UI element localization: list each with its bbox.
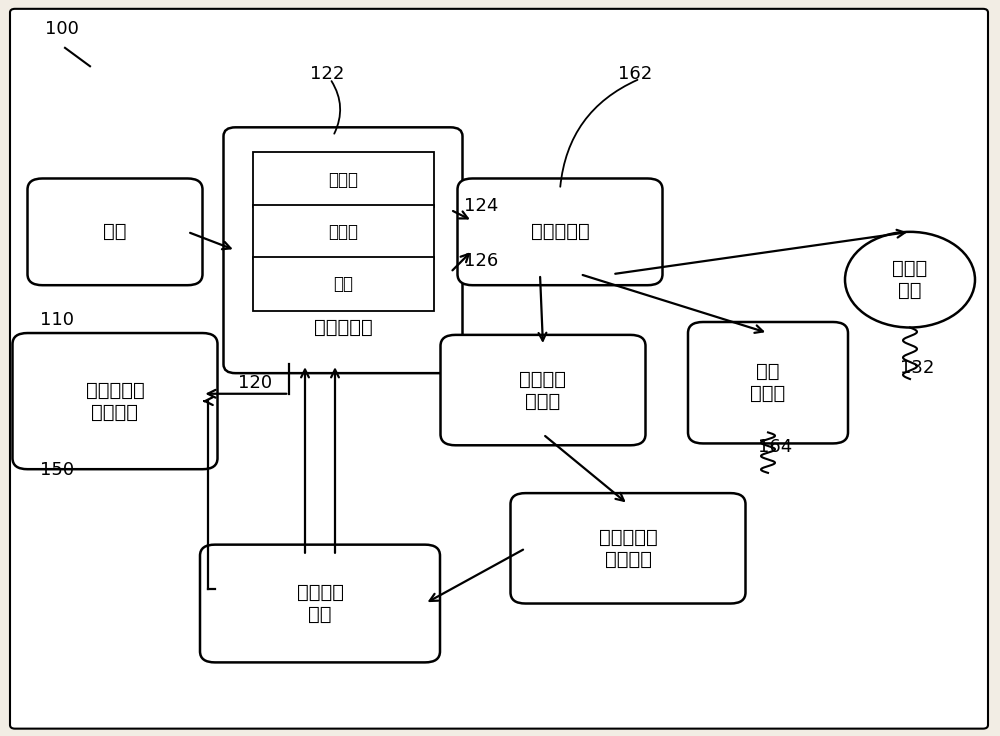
- Text: 162: 162: [618, 65, 652, 82]
- Text: 温度: 温度: [333, 275, 353, 293]
- Text: 加热器
线圈: 加热器 线圈: [892, 259, 928, 300]
- FancyBboxPatch shape: [13, 333, 218, 470]
- Circle shape: [845, 232, 975, 328]
- FancyBboxPatch shape: [253, 205, 434, 259]
- Text: 温度电阻
校准: 温度电阻 校准: [296, 583, 344, 624]
- Text: 电压
感测器: 电压 感测器: [750, 362, 786, 403]
- FancyBboxPatch shape: [10, 9, 988, 729]
- Text: 100: 100: [45, 21, 79, 38]
- Text: 计算电阻
和功率: 计算电阻 和功率: [520, 369, 566, 411]
- Text: 显示温度和
温度限值: 显示温度和 温度限值: [86, 381, 144, 422]
- Text: 电流感测器: 电流感测器: [531, 222, 589, 241]
- Text: 124: 124: [464, 197, 498, 215]
- FancyBboxPatch shape: [440, 335, 646, 445]
- FancyBboxPatch shape: [458, 178, 662, 285]
- FancyBboxPatch shape: [253, 152, 434, 207]
- Text: 功率控制器: 功率控制器: [314, 318, 372, 337]
- Text: 126: 126: [464, 252, 498, 270]
- Text: 122: 122: [310, 65, 344, 82]
- Text: 164: 164: [758, 439, 792, 456]
- Text: 150: 150: [40, 461, 74, 478]
- FancyBboxPatch shape: [688, 322, 848, 443]
- FancyBboxPatch shape: [224, 127, 462, 373]
- FancyBboxPatch shape: [253, 257, 434, 311]
- FancyBboxPatch shape: [510, 493, 745, 604]
- Text: 132: 132: [900, 359, 934, 377]
- Text: 计算加热器
线圈温度: 计算加热器 线圈温度: [599, 528, 657, 569]
- Text: 120: 120: [238, 374, 272, 392]
- Text: 处理器: 处理器: [328, 171, 358, 188]
- Text: 110: 110: [40, 311, 74, 329]
- Text: 电池: 电池: [103, 222, 127, 241]
- Text: 存储器: 存储器: [328, 223, 358, 241]
- FancyBboxPatch shape: [200, 545, 440, 662]
- FancyBboxPatch shape: [28, 178, 202, 285]
